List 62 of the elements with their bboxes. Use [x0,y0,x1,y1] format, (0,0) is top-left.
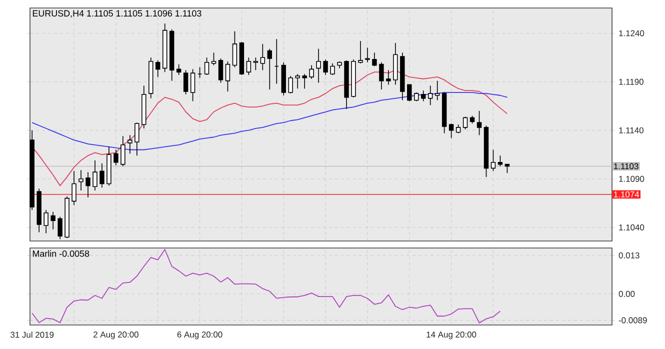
candlestick [428,85,433,106]
y-tick-label: 0.013 [618,252,640,258]
candlestick [323,59,328,76]
candlestick [288,76,293,94]
candlestick [72,170,76,206]
candlestick [225,61,230,92]
y-tick-label: 0.00 [618,290,635,297]
x-tick-label: 2 Aug 20:00 [94,332,138,340]
chart-title: Marlin -0.0058 [32,250,90,257]
y-tick-label: -0.0089 [618,317,647,324]
candlestick [476,110,482,136]
candlestick [372,52,377,67]
candlestick [253,57,258,71]
candlestick [260,44,266,71]
candlestick [204,57,210,76]
candlestick [295,74,300,89]
candlestick [190,68,196,102]
candlestick [86,172,90,198]
x-tick-label: 31 Jul 2019 [10,332,54,338]
candlestick [498,155,503,167]
y-tick-label: 1.1040 [619,224,644,230]
candlestick [316,48,321,84]
x-tick-label: 14 Aug 20:00 [426,332,476,340]
candlestick [120,136,126,167]
candlestick [407,84,412,102]
y-tick-label: 1.1090 [619,176,644,182]
candlestick [50,211,56,230]
candlestick [462,116,468,130]
ref-line-label: 1.1103 [614,163,638,170]
candlestick [78,170,84,191]
candlestick [434,80,440,101]
candlestick [218,58,224,84]
candlestick [114,149,118,166]
candlestick [267,48,272,90]
candlestick [379,62,384,90]
candlestick [44,210,48,234]
candlestick [58,216,62,240]
ref-line-label: 1.1074 [614,191,640,198]
candlestick [421,90,426,102]
candlestick [302,74,307,89]
candlestick [156,60,160,78]
candlestick [100,162,104,188]
candlestick [246,57,252,76]
candlestick [448,123,454,138]
candlestick [386,70,391,86]
candlestick [211,52,216,66]
candlestick [128,134,132,154]
candlestick [92,160,98,191]
candlestick [365,47,370,63]
candlestick [232,30,238,68]
y-tick-label: 1.1190 [619,78,644,85]
x-tick-label: 6 Aug 20:00 [177,332,222,340]
chart-title: EURUSD,H4 1.1105 1.1105 1.1096 1.1103 [32,10,202,18]
candlestick [183,70,188,95]
y-tick-label: 1.1140 [619,127,644,134]
candlestick [490,149,496,172]
candlestick [134,122,140,156]
y-tick-label: 1.1240 [619,30,644,36]
candlestick [176,64,182,76]
candlestick [330,62,335,76]
candlestick [309,64,314,80]
candlestick [358,40,363,64]
